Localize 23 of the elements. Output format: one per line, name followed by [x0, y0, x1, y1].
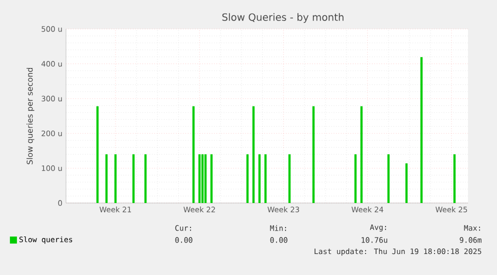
bar	[96, 106, 99, 203]
bar	[288, 154, 291, 203]
bar	[258, 154, 261, 203]
bar	[405, 163, 408, 203]
bar	[252, 106, 255, 203]
bar	[360, 106, 363, 203]
bar	[387, 154, 390, 203]
bar	[210, 154, 213, 203]
bar	[420, 57, 423, 203]
bar	[204, 154, 207, 203]
bar	[198, 154, 201, 203]
bar	[201, 154, 204, 203]
bar	[453, 154, 456, 203]
bar	[105, 154, 108, 203]
bar	[264, 154, 267, 203]
chart-title: Slow Queries - by month	[222, 13, 344, 23]
bar	[354, 154, 357, 203]
bar	[192, 106, 195, 203]
bar	[246, 154, 249, 203]
bar	[144, 154, 147, 203]
bar	[114, 154, 117, 203]
bar	[312, 106, 315, 203]
bar	[132, 154, 135, 203]
